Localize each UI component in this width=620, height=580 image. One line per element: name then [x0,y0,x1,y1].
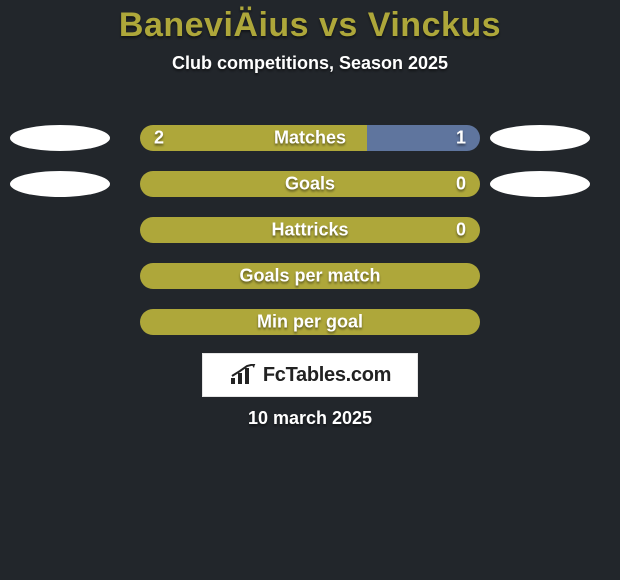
page-title: BaneviÄius vs Vinckus [0,0,620,45]
stat-row: Goals0 [0,171,620,197]
date: 10 march 2025 [0,408,620,429]
bar: Hattricks0 [140,217,480,243]
logo-icon [229,364,257,386]
stats-rows: Matches21 Goals0 Hattricks0 Goals per match… [0,125,620,355]
comparison-infographic: BaneviÄius vs Vinckus Club competitions,… [0,0,620,580]
right-ellipse [490,171,590,197]
bar: Goals per match [140,263,480,289]
stat-row: Hattricks0 [0,217,620,243]
right-ellipse [490,125,590,151]
bar-left-fill [140,217,480,243]
bar: Goals0 [140,171,480,197]
logo-box: FcTables.com [202,353,418,397]
bar: Matches21 [140,125,480,151]
bar-left-fill [140,171,480,197]
bar-left-fill [140,263,480,289]
bar-left-fill [140,125,367,151]
subtitle: Club competitions, Season 2025 [0,53,620,74]
stat-row: Matches21 [0,125,620,151]
logo-text: FcTables.com [263,364,391,387]
stat-row: Min per goal [0,309,620,335]
bar: Min per goal [140,309,480,335]
bar-left-fill [140,309,480,335]
bar-right-fill [367,125,480,151]
stat-row: Goals per match [0,263,620,289]
left-ellipse [10,125,110,151]
left-ellipse [10,171,110,197]
